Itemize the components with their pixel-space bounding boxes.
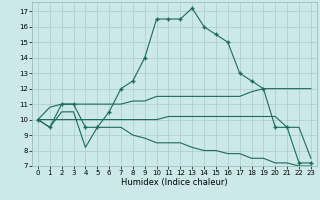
- X-axis label: Humidex (Indice chaleur): Humidex (Indice chaleur): [121, 178, 228, 187]
